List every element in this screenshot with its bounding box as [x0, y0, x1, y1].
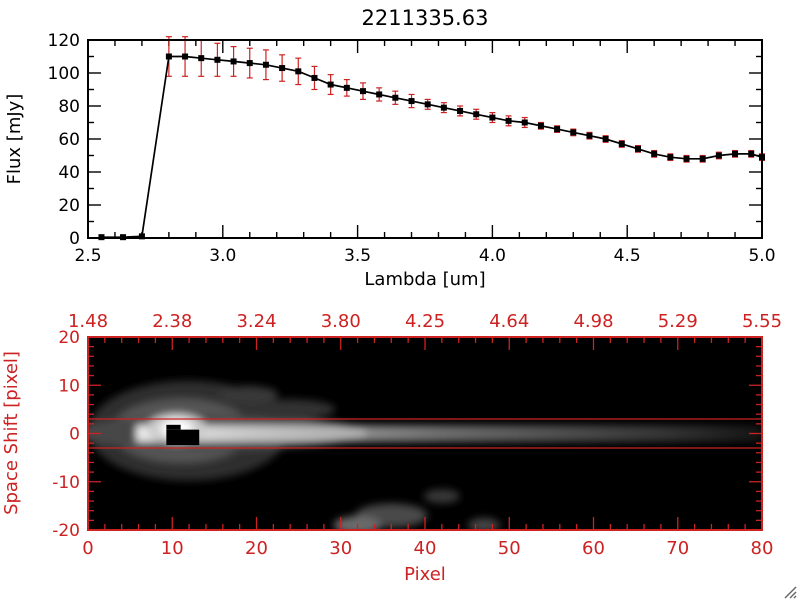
svg-text:10: 10	[161, 538, 184, 559]
resize-grip-icon[interactable]	[781, 586, 798, 599]
svg-text:5.55: 5.55	[742, 311, 782, 332]
svg-text:4.5: 4.5	[614, 246, 641, 266]
svg-text:50: 50	[498, 538, 521, 559]
extraction-window-lines	[88, 418, 762, 449]
spectrum-plot-area: 2.5 3.0 3.5 4.0 4.5 5.0 0 20 40 60 80 100 120	[48, 31, 776, 266]
svg-text:2.5: 2.5	[74, 246, 101, 266]
svg-text:5.0: 5.0	[748, 246, 775, 266]
svg-text:4.64: 4.64	[489, 311, 529, 332]
masked-pixels	[166, 424, 200, 446]
svg-text:-20: -20	[52, 521, 80, 541]
image-y-axis-label: Space Shift [pixel]	[1, 351, 22, 515]
svg-text:70: 70	[666, 538, 689, 559]
svg-text:30: 30	[329, 538, 352, 559]
svg-text:0: 0	[69, 425, 80, 445]
svg-text:60: 60	[58, 130, 80, 150]
svg-text:100: 100	[48, 64, 80, 84]
svg-text:20: 20	[58, 328, 80, 348]
plot-title: 2211335.63	[362, 6, 489, 30]
spectrum-line	[101, 55, 763, 239]
svg-text:2.38: 2.38	[152, 311, 192, 332]
spectrum-y-axis-label: Flux [mJy]	[4, 94, 25, 185]
svg-text:3.5: 3.5	[344, 246, 371, 266]
svg-text:0: 0	[69, 229, 80, 249]
error-bars	[98, 36, 765, 239]
svg-text:120: 120	[48, 31, 80, 51]
svg-text:20: 20	[58, 196, 80, 216]
svg-text:80: 80	[58, 97, 80, 117]
svg-text:4.25: 4.25	[405, 311, 445, 332]
svg-text:20: 20	[245, 538, 268, 559]
svg-text:10: 10	[58, 376, 80, 396]
svg-text:3.0: 3.0	[209, 246, 236, 266]
spectrum-markers	[98, 53, 765, 241]
spectrum-x-axis-label: Lambda [um]	[364, 269, 485, 290]
svg-text:1.48: 1.48	[68, 311, 108, 332]
svg-text:4.0: 4.0	[479, 246, 506, 266]
svg-text:80: 80	[751, 538, 774, 559]
svg-text:40: 40	[414, 538, 437, 559]
svg-text:5.29: 5.29	[658, 311, 698, 332]
svg-text:3.80: 3.80	[321, 311, 361, 332]
svg-text:3.24: 3.24	[236, 311, 276, 332]
svg-text:40: 40	[58, 163, 80, 183]
image-x-axis-label: Pixel	[404, 564, 446, 585]
svg-text:0: 0	[82, 538, 93, 559]
spectral-image-canvas	[88, 337, 762, 530]
svg-text:4.98: 4.98	[573, 311, 613, 332]
spectrum-panel: 2.5 3.0 3.5 4.0 4.5 5.0 0 20 40 60 80 100 120 221133…	[4, 6, 776, 290]
svg-text:-10: -10	[52, 473, 80, 493]
svg-text:60: 60	[582, 538, 605, 559]
